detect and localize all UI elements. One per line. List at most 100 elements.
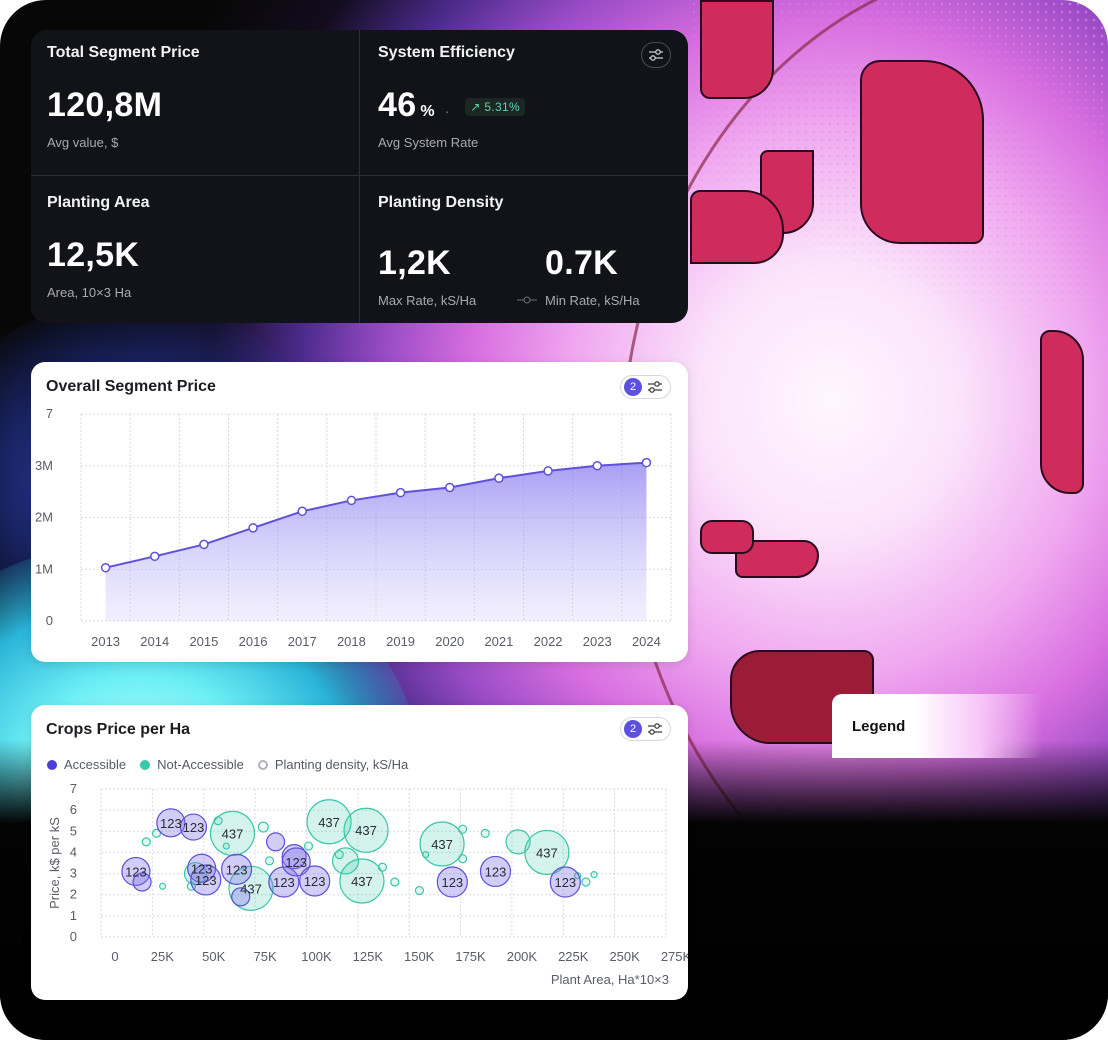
- crops-price-card: Crops Price per Ha 2 Accessible Not-Acce…: [31, 705, 688, 1000]
- sliders-icon: [648, 381, 662, 393]
- bubble-accessible: [299, 865, 331, 897]
- legend-item-not-accessible[interactable]: Not-Accessible: [140, 757, 244, 772]
- x-tick-label: 2013: [91, 634, 120, 649]
- data-point: [248, 523, 258, 533]
- bubble-label: 123: [191, 861, 213, 876]
- kpi-max-value: 1,2K: [378, 244, 452, 282]
- y-tick-label: 0: [70, 929, 77, 944]
- bubble-accessible: [549, 866, 581, 898]
- kpi-title: Planting Area: [47, 194, 150, 211]
- land-mass-cuba: [735, 540, 819, 578]
- bubble-accessible: [121, 856, 151, 887]
- data-point: [445, 482, 455, 493]
- kpi-min-label: Min Rate, kS/Ha: [545, 293, 640, 308]
- bubble-accessible: [132, 872, 152, 892]
- legend-panel[interactable]: Legend: [832, 694, 1042, 758]
- kpi-subtitle: Avg value, $: [47, 135, 119, 150]
- x-tick-label: 2014: [140, 634, 169, 649]
- x-tick-label: 200K: [507, 949, 538, 964]
- x-tick-label: 75K: [254, 949, 277, 964]
- bubble-label: 123: [304, 874, 326, 889]
- legend-label: Planting density, kS/Ha: [274, 757, 409, 772]
- x-tick-label: 125K: [353, 949, 384, 964]
- bubble-planting-density: [590, 871, 598, 879]
- x-tick-label: 2023: [583, 634, 612, 649]
- bubble-label: 437: [240, 881, 262, 896]
- bubble-label: 437: [431, 837, 453, 852]
- x-tick-label: 100K: [301, 949, 332, 964]
- legend-item-accessible[interactable]: Accessible: [47, 757, 126, 772]
- y-tick-label: 2M: [35, 510, 53, 525]
- bubble-label: 123: [226, 862, 248, 877]
- kpi-unit: %: [420, 103, 435, 120]
- bubble-planting-density: [151, 828, 162, 838]
- bubble-label: 437: [222, 826, 244, 841]
- data-point: [592, 461, 602, 471]
- bubble-planting-density: [480, 828, 490, 838]
- bubble-not-accessible: [343, 807, 389, 853]
- legend-swatch: [140, 759, 151, 770]
- chart-filter-button[interactable]: 2: [620, 717, 671, 741]
- land-mass-coast: [690, 190, 784, 264]
- bubble-label: 123: [485, 864, 507, 879]
- bubble-planting-density: [581, 877, 591, 887]
- kpi-total-segment-price: Total Segment Price 120,8M Avg value, $: [31, 30, 359, 175]
- x-tick-label: 2022: [534, 634, 563, 649]
- filter-count-badge: 2: [624, 720, 642, 738]
- data-point: [641, 457, 652, 468]
- x-tick-label: 0: [111, 949, 118, 964]
- kpi-filter-button[interactable]: [641, 42, 671, 68]
- overall-segment-price-card: Overall Segment Price 2 0 1M 2M 3M 7 2013 2014…: [31, 362, 688, 662]
- x-tick-label: 2024: [632, 634, 661, 649]
- bubble-label: 123: [125, 864, 147, 879]
- bubble-label: 123: [285, 855, 307, 870]
- bubble-label: 123: [183, 820, 205, 835]
- y-tick-label: 3: [70, 866, 77, 881]
- line-chart: 0 1M 2M 3M 7 2013 2014 2015 2016 2017 2018 2019 2020…: [35, 406, 672, 649]
- kpi-min-value: 0.7K: [545, 244, 619, 282]
- bubble-label: 123: [273, 875, 295, 890]
- chart-filter-button[interactable]: 2: [620, 375, 671, 399]
- filter-count-badge: 2: [624, 378, 642, 396]
- bubble-label: 437: [318, 815, 340, 830]
- kpi-planting-area: Planting Area 12,5K Area, 10×3 Ha: [31, 180, 359, 323]
- bubble-planting-density: [303, 841, 314, 851]
- kpi-divider-horizontal: [31, 175, 688, 176]
- bubble-label: 123: [195, 873, 217, 888]
- data-point: [297, 506, 307, 517]
- bubble-accessible: [231, 887, 251, 907]
- y-tick-label: 6: [70, 802, 77, 817]
- bubble-not-accessible: [331, 847, 360, 875]
- land-mass-east: [860, 60, 984, 244]
- x-tick-label: 225K: [558, 949, 589, 964]
- data-point: [199, 539, 209, 550]
- bubble-not-accessible: [505, 829, 531, 855]
- kpi-max-label: Max Rate, kS/Ha: [378, 293, 477, 308]
- bubble-not-accessible: [183, 861, 208, 886]
- x-tick-label: 2016: [239, 634, 268, 649]
- x-tick-label: 2021: [484, 634, 513, 649]
- bubble-label: 437: [351, 874, 373, 889]
- y-tick-label: 1: [70, 908, 77, 923]
- sliders-icon: [649, 49, 663, 61]
- kpi-value: 12,5K: [47, 236, 140, 274]
- range-connector-icon: [517, 296, 537, 304]
- bubble-planting-density: [141, 837, 151, 847]
- x-tick-label: 2019: [386, 634, 415, 649]
- bubble-label: 123: [554, 875, 576, 890]
- bubble-accessible: [156, 808, 186, 838]
- separator-dot: ·: [444, 103, 450, 119]
- kpi-title: System Efficiency: [378, 44, 515, 61]
- kpi-planting-density: Planting Density 1,2K Max Rate, kS/Ha 0.…: [362, 180, 688, 323]
- kpi-value-row: 46% · ↗ 5.31%: [378, 86, 672, 125]
- bubble-accessible: [436, 866, 468, 898]
- bubble-accessible: [266, 832, 286, 852]
- kpi-subtitle: Avg System Rate: [378, 135, 479, 150]
- bubble-planting-density: [264, 856, 275, 866]
- legend-item-planting-density[interactable]: Planting density, kS/Ha: [257, 757, 409, 772]
- x-tick-label: 250K: [609, 949, 640, 964]
- data-point: [543, 466, 553, 476]
- kpi-title: Total Segment Price: [47, 44, 200, 61]
